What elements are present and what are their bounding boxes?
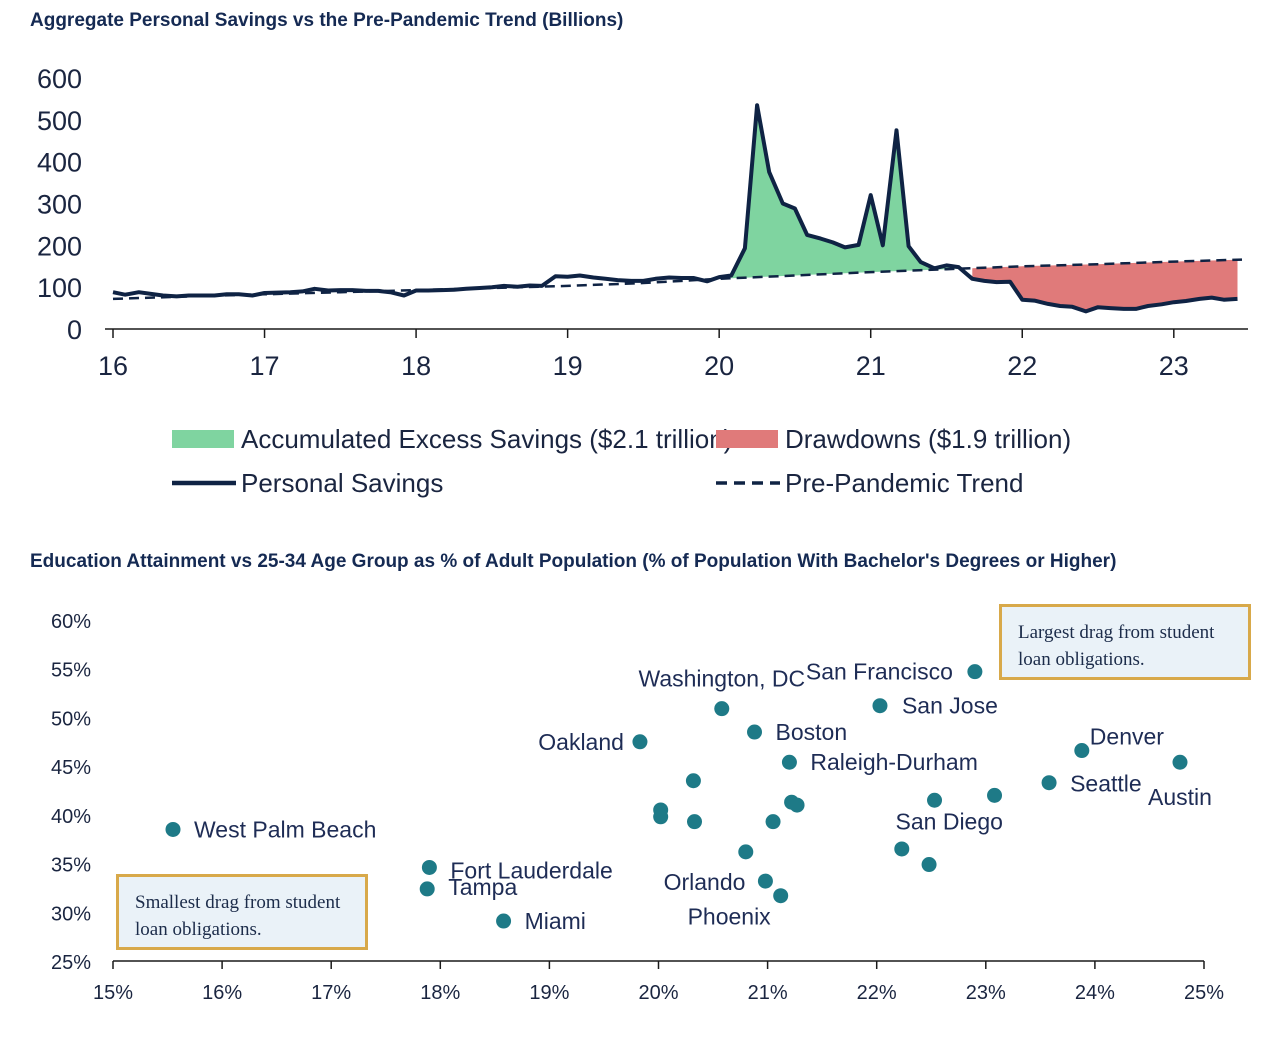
x-tick-label: 21 (856, 351, 886, 381)
scatter-point (165, 821, 181, 837)
y-tick-label: 500 (37, 106, 82, 136)
scatter-point (789, 797, 805, 813)
x-tick-label: 21% (748, 982, 788, 1004)
y-tick-label: 50% (51, 708, 91, 730)
scatter-point (987, 787, 1003, 803)
x-tick-label: 22% (857, 982, 897, 1004)
scatter-point (747, 724, 763, 740)
y-tick-label: 40% (51, 806, 91, 828)
x-tick-label: 25% (1184, 982, 1224, 1004)
y-tick-label: 55% (51, 660, 91, 682)
point-label: Seattle (1070, 771, 1142, 797)
legend-drawdowns-label: Drawdowns ($1.9 trillion) (785, 424, 1071, 454)
y-tick-label: 200 (37, 231, 82, 261)
savings-chart-title: Aggregate Personal Savings vs the Pre-Pa… (30, 10, 624, 31)
y-tick-label: 100 (37, 273, 82, 303)
point-label: Fort Lauderdale (450, 857, 612, 883)
education-chart-title: Education Attainment vs 25-34 Age Group … (30, 551, 1117, 572)
x-tick-label: 20% (638, 982, 678, 1004)
y-tick-label: 300 (37, 190, 82, 220)
x-tick-label: 16 (98, 351, 128, 381)
x-tick-label: 18 (401, 351, 431, 381)
smallest-drag-annotation: Smallest drag from student loan obligati… (116, 874, 368, 950)
point-label: Miami (525, 908, 586, 934)
point-label: West Palm Beach (194, 816, 376, 842)
x-tick-label: 16% (202, 982, 242, 1004)
point-label: San Jose (902, 693, 998, 719)
excess-savings-area (731, 105, 959, 279)
y-tick-label: 400 (37, 148, 82, 178)
x-tick-label: 15% (93, 982, 133, 1004)
y-tick-label: 35% (51, 855, 91, 877)
x-tick-label: 24% (1075, 982, 1115, 1004)
scatter-point (714, 701, 730, 717)
scatter-point (1041, 775, 1057, 791)
scatter-point (496, 913, 512, 929)
point-label: Oakland (538, 729, 624, 755)
point-label: Boston (776, 719, 848, 745)
scatter-point (757, 873, 773, 889)
scatter-point (765, 814, 781, 830)
drawdowns-area (972, 259, 1238, 312)
scatter-point (687, 814, 703, 830)
scatter-point (927, 792, 943, 808)
scatter-point (894, 841, 910, 857)
legend-pre-pandemic-trend-label: Pre-Pandemic Trend (785, 468, 1023, 498)
pre-pandemic-trend-line (112, 258, 1243, 301)
scatter-point (632, 734, 648, 750)
legend-excess-savings-swatch (172, 430, 234, 448)
scatter-point (685, 773, 701, 789)
scatter-point (738, 844, 754, 860)
x-tick-label: 17 (250, 351, 280, 381)
scatter-point (921, 857, 937, 873)
point-label: Denver (1090, 724, 1164, 750)
savings-chart: 16 17 18 19 20 21 22 23 0 100 200 300 400 500 600 Accum… (37, 64, 1248, 498)
point-label: San Francisco (806, 659, 953, 685)
point-label: Orlando (664, 869, 746, 895)
x-tick-label: 18% (420, 982, 460, 1004)
y-tick-label: 30% (51, 903, 91, 925)
x-tick-label: 23% (966, 982, 1006, 1004)
y-tick-label: 600 (37, 64, 82, 94)
scatter-point (1172, 754, 1188, 770)
scatter-point (653, 809, 669, 825)
x-tick-label: 23 (1159, 351, 1189, 381)
point-label: Washington, DC (638, 666, 805, 692)
y-tick-label: 25% (51, 952, 91, 974)
x-tick-label: 19 (553, 351, 583, 381)
legend-personal-savings-label: Personal Savings (241, 468, 443, 498)
legend-excess-savings-label: Accumulated Excess Savings ($2.1 trillio… (241, 424, 732, 454)
scatter-point (773, 888, 789, 904)
y-tick-label: 45% (51, 757, 91, 779)
point-label: Tampa (448, 874, 517, 900)
personal-savings-line (112, 103, 1238, 314)
point-label: Raleigh-Durham (810, 749, 977, 775)
scatter-point (967, 664, 983, 680)
x-tick-label: 20 (704, 351, 734, 381)
scatter-point (781, 754, 797, 770)
scatter-point (1074, 743, 1090, 759)
x-tick-label: 17% (311, 982, 351, 1004)
x-tick-label: 19% (529, 982, 569, 1004)
legend-drawdowns-swatch (716, 430, 778, 448)
point-label: Austin (1148, 784, 1212, 810)
y-tick-label: 0 (67, 315, 82, 345)
point-label: Phoenix (688, 904, 772, 930)
scatter-point (419, 881, 435, 897)
y-tick-label: 60% (51, 611, 91, 633)
point-label: San Diego (896, 808, 1003, 834)
scatter-point (421, 859, 437, 875)
scatter-point (872, 698, 888, 714)
x-tick-label: 22 (1007, 351, 1037, 381)
largest-drag-annotation: Largest drag from student loan obligatio… (999, 604, 1251, 680)
